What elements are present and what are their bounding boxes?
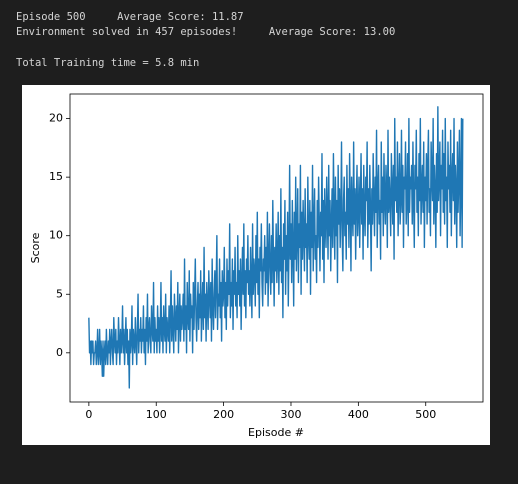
x-tick-label: 500: [415, 408, 436, 421]
y-tick-label: 0: [56, 346, 63, 359]
x-tick-label: 300: [280, 408, 301, 421]
axes-frame: [69, 93, 484, 403]
y-axis-label: Score: [29, 232, 42, 263]
output-line: Episode 500 Average Score: 11.87: [16, 11, 244, 23]
output-line: Total Training time = 5.8 min: [16, 57, 199, 69]
x-tick-label: 200: [213, 408, 234, 421]
x-tick-label: 100: [146, 408, 167, 421]
y-tick-label: 15: [49, 170, 63, 183]
y-tick-label: 5: [56, 287, 63, 300]
x-axis-label: Episode #: [248, 426, 304, 439]
output-line: Environment solved in 457 episodes! Aver…: [16, 26, 395, 38]
score-line: [88, 106, 464, 389]
x-tick-label: 400: [348, 408, 369, 421]
y-tick-label: 10: [49, 229, 63, 242]
y-tick-label: 20: [49, 112, 63, 125]
x-tick-label: 0: [85, 408, 92, 421]
